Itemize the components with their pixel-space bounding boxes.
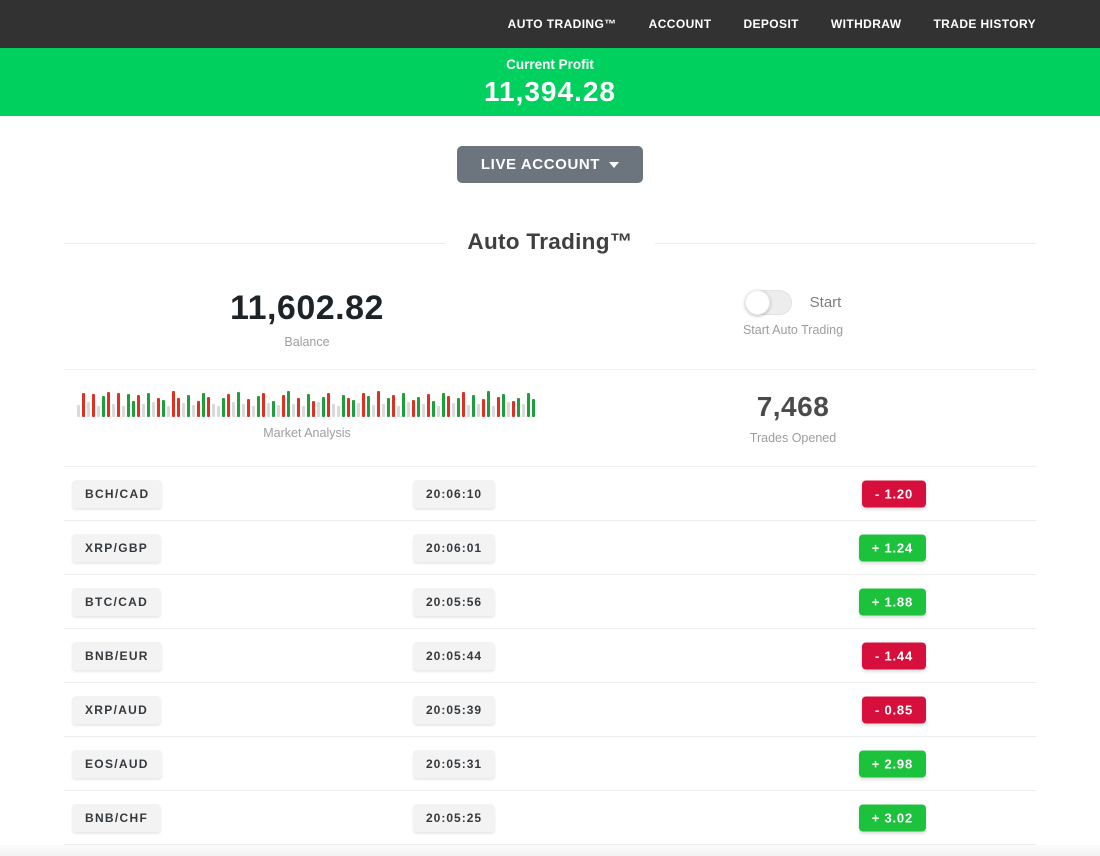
profit-value: 11,394.28 xyxy=(483,76,617,107)
table-row: BNB/CHF 20:05:25 + 3.02 xyxy=(64,791,1036,845)
nav-item[interactable]: TRADE HISTORY xyxy=(933,17,1036,31)
table-row: XRP/GBP 20:06:01 + 1.24 xyxy=(64,521,1036,575)
trade-time-badge: 20:05:31 xyxy=(413,749,496,778)
table-row: EOS/AUD 20:05:31 + 2.98 xyxy=(64,737,1036,791)
trade-result-badge: - 1.20 xyxy=(861,480,926,507)
table-row: XRP/AUD 20:05:39 - 0.85 xyxy=(64,683,1036,737)
page-title: Auto Trading™ xyxy=(445,229,655,255)
balance-value: 11,602.82 xyxy=(230,289,384,327)
nav-item[interactable]: ACCOUNT xyxy=(648,17,712,31)
trade-pair-badge: BNB/CHF xyxy=(72,803,162,832)
trade-result-badge: + 3.02 xyxy=(858,804,926,831)
trade-pair-badge: XRP/AUD xyxy=(72,695,162,724)
trade-pair-badge: XRP/GBP xyxy=(72,533,162,562)
trade-result-badge: + 1.88 xyxy=(858,588,926,615)
nav-item[interactable]: DEPOSIT xyxy=(743,17,799,31)
balance-label: Balance xyxy=(284,335,330,349)
market-analysis-stat: Market Analysis xyxy=(64,370,550,466)
table-row: BTC/CAD 20:05:56 + 1.88 xyxy=(64,575,1036,629)
live-account-dropdown-button[interactable]: LIVE ACCOUNT xyxy=(456,146,644,183)
top-nav: AUTO TRADING™ ACCOUNT DEPOSIT WITHDRAW T… xyxy=(0,0,1100,48)
trade-result-badge: + 2.98 xyxy=(858,750,926,777)
stats-panel: 11,602.82 Balance Start Start Auto Tradi… xyxy=(64,257,1036,467)
trade-time-badge: 20:05:44 xyxy=(413,641,496,670)
trade-time-badge: 20:05:25 xyxy=(413,803,496,832)
stats-row-2: Market Analysis 7,468 Trades Opened xyxy=(64,370,1036,467)
trade-list: BCH/CAD 20:06:10 - 1.20 XRP/GBP 20:06:01… xyxy=(64,467,1036,845)
trade-time-badge: 20:05:56 xyxy=(413,587,496,616)
trade-result-badge: - 1.44 xyxy=(861,642,926,669)
balance-stat: 11,602.82 Balance xyxy=(64,257,550,369)
trades-opened-stat: 7,468 Trades Opened xyxy=(550,370,1036,466)
table-row: BNB/EUR 20:05:44 - 1.44 xyxy=(64,629,1036,683)
start-toggle-label: Start xyxy=(809,293,842,311)
page-bottom-strip xyxy=(0,845,1100,856)
trade-time-badge: 20:06:10 xyxy=(413,479,496,508)
account-selector-row: LIVE ACCOUNT xyxy=(0,146,1100,183)
profit-label: Current Profit xyxy=(506,57,594,72)
market-analysis-label: Market Analysis xyxy=(263,426,351,440)
trade-time-badge: 20:06:01 xyxy=(413,533,496,562)
live-account-label: LIVE ACCOUNT xyxy=(480,156,601,173)
profit-banner: Current Profit 11,394.28 xyxy=(0,48,1100,116)
stats-row-1: 11,602.82 Balance Start Start Auto Tradi… xyxy=(64,257,1036,370)
toggle-knob xyxy=(744,289,770,315)
nav-item[interactable]: WITHDRAW xyxy=(830,17,902,31)
section-heading: Auto Trading™ xyxy=(64,229,1036,257)
trade-pair-badge: BTC/CAD xyxy=(72,587,162,616)
chevron-down-icon xyxy=(609,161,620,168)
trade-pair-badge: BNB/EUR xyxy=(72,641,162,670)
start-auto-trading-label: Start Auto Trading xyxy=(742,323,844,337)
start-toggle-row: Start xyxy=(744,289,842,315)
trade-pair-badge: BCH/CAD xyxy=(72,479,163,508)
trade-result-badge: - 0.85 xyxy=(861,696,926,723)
trade-time-badge: 20:05:39 xyxy=(413,695,496,724)
top-nav-items: AUTO TRADING™ ACCOUNT DEPOSIT WITHDRAW T… xyxy=(64,17,1036,31)
trade-pair-badge: EOS/AUD xyxy=(72,749,162,778)
trade-result-badge: + 1.24 xyxy=(858,534,926,561)
start-auto-trading-toggle[interactable] xyxy=(744,289,792,315)
trades-opened-label: Trades Opened xyxy=(749,431,837,445)
market-analysis-chart xyxy=(77,390,537,417)
auto-trading-stat: Start Start Auto Trading xyxy=(550,257,1036,369)
trades-opened-value: 7,468 xyxy=(756,391,830,422)
table-row: BCH/CAD 20:06:10 - 1.20 xyxy=(64,467,1036,521)
nav-item[interactable]: AUTO TRADING™ xyxy=(507,17,617,31)
